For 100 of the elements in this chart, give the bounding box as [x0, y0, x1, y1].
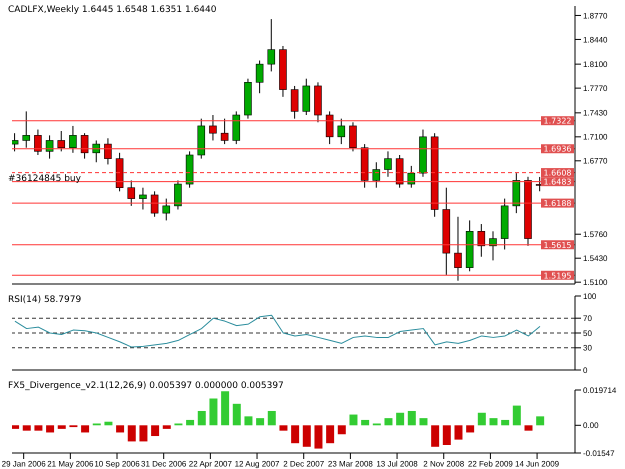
x-tick-label: 2 Dec 2007: [283, 460, 325, 469]
candlestick: [46, 134, 54, 160]
candlestick: [384, 150, 392, 178]
ref-line-label: 1.6608: [544, 168, 572, 178]
ref-line-label: 1.7322: [544, 116, 572, 126]
y-tick-label: 100: [583, 292, 597, 301]
x-tick-label: 22 Apr 2007: [188, 460, 232, 469]
candlestick: [104, 138, 112, 165]
bar: [384, 418, 392, 426]
candlestick: [454, 216, 462, 282]
bar: [81, 425, 90, 432]
bar: [442, 425, 451, 445]
bar: [256, 418, 264, 426]
bar: [419, 418, 428, 426]
bar: [279, 425, 288, 431]
y-tick-label: -0.01547: [583, 448, 616, 458]
y-tick-label: 1.6770: [583, 156, 608, 166]
candlestick: [267, 18, 276, 72]
x-tick-label: 12 Aug 2007: [234, 460, 280, 469]
candlestick: [349, 122, 357, 152]
candlestick: [80, 132, 88, 160]
y-tick-label: 1.5100: [583, 278, 608, 288]
bar: [349, 414, 358, 426]
bar: [489, 418, 498, 426]
candlestick: [22, 110, 30, 148]
y-tick-label: 1.8100: [583, 60, 608, 69]
candlestick: [34, 129, 42, 156]
candlestick: [174, 180, 182, 210]
bar: [326, 425, 334, 444]
ref-line-label: 1.5195: [544, 271, 572, 280]
candlestick: [408, 165, 416, 188]
x-tick-label: 31 Dec 2006: [141, 460, 187, 469]
bar: [162, 425, 171, 429]
ref-line-label: 1.6936: [544, 144, 572, 154]
bar: [536, 416, 544, 426]
x-tick-label: 23 Mar 2008: [328, 460, 374, 469]
candlestick: [162, 198, 170, 221]
bar: [116, 425, 124, 432]
bar: [244, 416, 252, 426]
bar: [478, 412, 486, 426]
bar: [314, 425, 322, 449]
candlestick: [12, 132, 18, 152]
y-tick-label: 1.5430: [583, 254, 608, 264]
chart-title: FX5_Divergence_v2.1(12,26,9) 0.005397 0.000000 0.005397: [8, 381, 284, 391]
y-tick-label: 70: [583, 314, 592, 324]
bar: [151, 425, 160, 436]
y-tick-label: 50: [583, 328, 592, 338]
bar: [34, 425, 42, 431]
x-tick-label: 29 Jan 2006: [2, 460, 46, 469]
chart-title: CADLFX,Weekly 1.6445 1.6548 1.6351 1.6440: [8, 5, 216, 15]
candlestick: [57, 130, 66, 152]
bar: [128, 425, 136, 442]
bar: [12, 425, 20, 429]
candlestick: [256, 60, 264, 94]
bar: [361, 420, 370, 426]
x-tick-label: 2 Nov 2008: [423, 460, 465, 469]
bar: [232, 404, 241, 426]
bar: [291, 425, 300, 444]
y-tick-label: 1.7100: [583, 132, 608, 142]
candlestick: [220, 118, 228, 145]
bar: [524, 425, 532, 431]
x-tick-label: 22 Feb 2009: [468, 460, 514, 469]
y-tick-label: 1.8770: [583, 11, 608, 20]
bar: [431, 425, 440, 447]
y-tick-label: 0: [583, 366, 588, 375]
bar: [209, 398, 218, 426]
bar: [408, 410, 416, 426]
candlestick: [290, 85, 298, 120]
candlestick: [326, 110, 334, 145]
bar: [454, 425, 462, 440]
bar: [22, 425, 31, 431]
x-tick-label: 14 Jun 2009: [515, 460, 560, 469]
bar: [58, 425, 66, 429]
bar: [268, 410, 276, 426]
x-tick-label: 21 May 2006: [47, 460, 94, 469]
candlestick: [338, 118, 346, 145]
line-series: [14, 314, 540, 348]
y-tick-label: 1.8440: [583, 35, 608, 44]
chart-title: RSI(14) 58.7979: [8, 295, 82, 305]
x-tick-label: 13 Jul 2008: [376, 460, 418, 469]
candlestick: [139, 187, 147, 210]
bar: [198, 410, 206, 426]
bar: [104, 422, 112, 426]
candlestick: [209, 114, 217, 141]
x-tick-label: 10 Sep 2006: [94, 460, 140, 469]
candlestick: [150, 190, 158, 218]
bar: [512, 406, 521, 426]
bar: [186, 420, 194, 426]
bar: [338, 425, 346, 434]
y-tick-label: 30: [583, 344, 592, 353]
candlestick: [372, 162, 380, 188]
candlestick: [127, 180, 136, 206]
y-tick-label: 0.00: [583, 421, 600, 430]
ref-line-label: 1.6483: [544, 178, 572, 187]
y-tick-label: 1.7430: [583, 108, 608, 118]
bar: [501, 420, 510, 426]
bar: [466, 425, 474, 432]
candlestick: [478, 224, 486, 258]
bar: [46, 425, 54, 432]
bar: [139, 425, 148, 442]
